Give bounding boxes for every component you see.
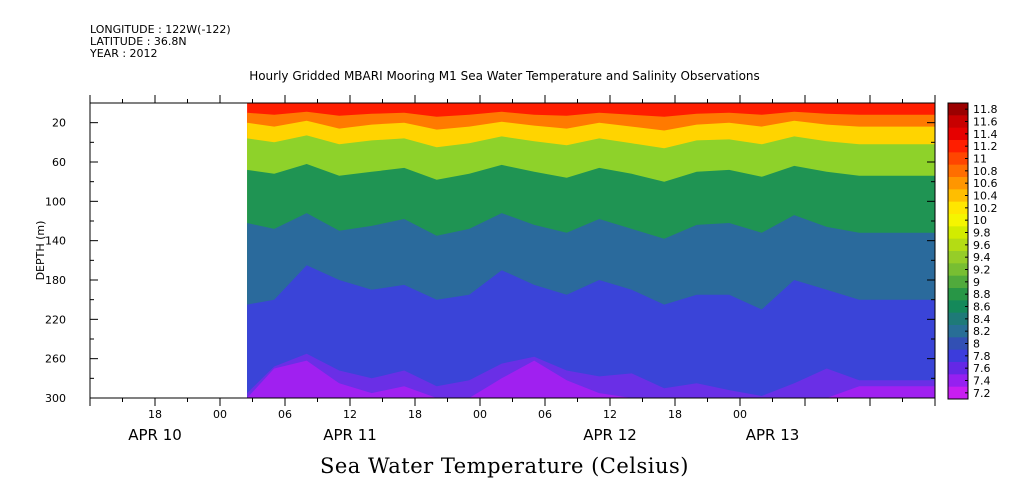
date-label: APR 11 (323, 426, 377, 444)
x-tick-label: 18 (148, 408, 162, 421)
colorbar-swatch (948, 201, 968, 215)
x-tick-label: 00 (213, 408, 227, 421)
colorbar-label: 9.6 (973, 239, 991, 252)
colorbar-swatch (948, 312, 968, 326)
date-label: APR 12 (583, 426, 637, 444)
x-tick-label: 12 (343, 408, 357, 421)
colorbar-swatch (948, 127, 968, 141)
colorbar-swatch (948, 238, 968, 252)
x-tick-label: 18 (408, 408, 422, 421)
x-tick-label: 00 (733, 408, 747, 421)
colorbar-label: 11.2 (973, 140, 998, 153)
colorbar-swatch (948, 263, 968, 277)
y-axis-label: DEPTH (m) (34, 221, 47, 281)
colorbar-label: 8.2 (973, 325, 991, 338)
colorbar-label: 9.2 (973, 264, 991, 277)
colorbar-label: 8.6 (973, 301, 991, 314)
colorbar-swatch (948, 374, 968, 388)
y-tick-label: 60 (52, 156, 66, 169)
colorbar-label: 9.4 (973, 251, 991, 264)
colorbar-label: 10.6 (973, 177, 998, 190)
colorbar-swatch (948, 325, 968, 338)
y-tick-label: 100 (45, 195, 66, 208)
y-tick-label: 260 (45, 353, 66, 366)
y-tick-label: 140 (45, 235, 66, 248)
colorbar-swatch (948, 140, 968, 153)
chart-title: Hourly Gridded MBARI Mooring M1 Sea Wate… (249, 69, 760, 83)
colorbar-swatch (948, 226, 968, 240)
latitude-label: LATITUDE : 36.8N (90, 35, 187, 48)
y-tick-label: 180 (45, 274, 66, 287)
colorbar-swatch (948, 152, 968, 166)
colorbar-label: 11.6 (973, 116, 998, 129)
colorbar-label: 11.4 (973, 128, 998, 141)
colorbar-label: 10.4 (973, 190, 998, 203)
colorbar-label: 10 (973, 214, 987, 227)
colorbar-swatch (948, 115, 968, 129)
x-tick-label: 06 (538, 408, 552, 421)
date-label: APR 10 (128, 426, 182, 444)
colorbar: 11.811.611.411.21110.810.610.410.2109.89… (947, 102, 998, 400)
colorbar-swatch (948, 300, 968, 314)
colorbar-label: 9 (973, 276, 980, 289)
band-t8 (247, 265, 936, 398)
axes: 18 00 06 12 18 00 06 12 18 00 APR 10 APR 11 APR 12 AP… (45, 95, 936, 444)
colorbar-label: 7.4 (973, 375, 991, 388)
metadata-block: LONGITUDE : 122W(-122) LATITUDE : 36.8N … (90, 24, 231, 60)
colorbar-swatch (948, 275, 968, 289)
colorbar-swatch (948, 386, 968, 400)
date-label: APR 13 (746, 426, 800, 444)
band-t7_6 (247, 353, 936, 398)
colorbar-label: 11 (973, 153, 987, 166)
x-axis-label: Sea Water Temperature (Celsius) (319, 454, 689, 478)
x-tick-label: 18 (668, 408, 682, 421)
band-t7_4 (247, 360, 936, 398)
colorbar-label: 10.2 (973, 202, 998, 215)
colorbar-swatch (948, 349, 968, 363)
colorbar-swatch (948, 103, 968, 116)
longitude-label: LONGITUDE : 122W(-122) (90, 23, 231, 36)
year-label: YEAR : 2012 (90, 47, 158, 60)
y-tick-label: 20 (52, 117, 66, 130)
colorbar-swatch (948, 214, 968, 227)
colorbar-swatch (948, 288, 968, 301)
x-tick-label: 06 (278, 408, 292, 421)
colorbar-swatch (948, 189, 968, 203)
colorbar-swatch (948, 337, 968, 351)
colorbar-label: 9.8 (973, 227, 991, 240)
colorbar-label: 8.8 (973, 288, 991, 301)
colorbar-frame (947, 102, 969, 400)
x-tick-label: 00 (473, 408, 487, 421)
colorbar-label: 11.8 (973, 103, 998, 116)
colorbar-swatch (948, 164, 968, 178)
colorbar-label: 7.8 (973, 350, 991, 363)
x-tick-label: 12 (603, 408, 617, 421)
colorbar-label: 8.4 (973, 313, 991, 326)
colorbar-swatch (948, 177, 968, 190)
colorbar-label: 7.6 (973, 362, 991, 375)
colorbar-label: 7.2 (973, 387, 991, 400)
colorbar-swatch (948, 251, 968, 264)
colorbar-label: 10.8 (973, 165, 998, 178)
colorbar-label: 8 (973, 338, 980, 351)
y-tick-label: 300 (45, 392, 66, 405)
temperature-field (247, 103, 936, 399)
y-tick-label: 220 (45, 313, 66, 326)
colorbar-swatch (948, 362, 968, 375)
